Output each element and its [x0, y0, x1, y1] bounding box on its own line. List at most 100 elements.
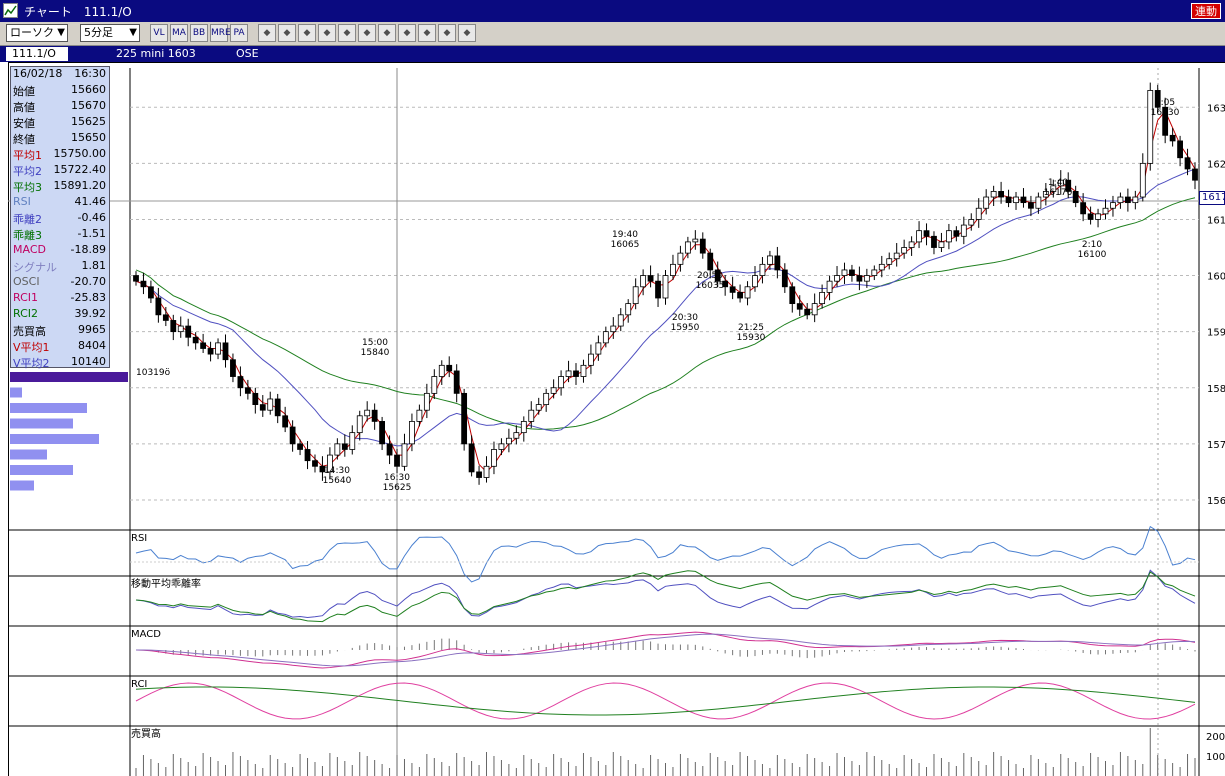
price-tick-label: 162 — [1207, 159, 1225, 170]
candle-body — [185, 325, 192, 338]
candle-body — [468, 443, 475, 473]
row-label: 乖離3 — [13, 229, 42, 242]
annotation-price: 16035 — [696, 281, 725, 291]
symbol-box[interactable]: 111.1/O — [6, 47, 68, 61]
candle-body — [1184, 157, 1191, 170]
row-label: V平均2 — [13, 357, 50, 370]
link-badge[interactable]: 連動 — [1191, 3, 1221, 19]
candle-body — [595, 342, 602, 355]
candle-body — [886, 258, 893, 265]
candle-body — [953, 230, 960, 237]
row-label: OSCI — [13, 275, 40, 288]
chart-type-select[interactable]: ローソク ▼ — [6, 24, 68, 42]
row-value: -20.70 — [70, 275, 106, 288]
data-panel-row: 乖離2 -0.46 — [11, 211, 109, 227]
row-label: RCI2 — [13, 307, 39, 320]
window-title: チャート 111.1/O — [24, 5, 132, 19]
candle-body — [237, 376, 244, 389]
fib-icon[interactable]: ◆ — [458, 24, 476, 42]
macd-line — [135, 631, 1196, 669]
candle-body — [752, 275, 758, 288]
row-value: -18.89 — [70, 243, 106, 256]
data-panel-row: 始値 15660 — [11, 83, 109, 99]
interval-select[interactable]: 5分足 ▼ — [80, 24, 140, 42]
eraser-icon[interactable]: ◆ — [418, 24, 436, 42]
candle-body — [804, 308, 811, 316]
candle-body — [222, 342, 229, 361]
candle-body — [849, 269, 855, 276]
grid-icon[interactable]: ◆ — [358, 24, 376, 42]
bb-icon[interactable]: BB — [190, 24, 208, 42]
toolbar: ローソク ▼ 5分足 ▼ VL MA BB MRE PA ◆ ◆ ◆ ◆ ◆ ◆ ◆ ◆ ◆ ◆ ◆ — [0, 22, 1225, 46]
row-value: 15660 — [71, 83, 106, 96]
row-label: 始値 — [13, 85, 35, 98]
chart-area[interactable] — [8, 62, 1225, 776]
tools-icon[interactable]: ◆ — [298, 24, 316, 42]
candle-body — [1139, 162, 1146, 198]
candle-body — [573, 370, 579, 377]
row-label: 高値 — [13, 101, 35, 114]
candle-body — [901, 247, 908, 254]
data-panel-row: V平均2 10140 — [11, 355, 109, 371]
candle-body — [580, 364, 587, 377]
data-panel: 16/02/18 16:30 始値 15660 高値 15670 安値 15625 終値 15… — [10, 66, 110, 371]
candle-body — [394, 454, 400, 467]
candle-body — [312, 460, 318, 467]
candle-body — [834, 275, 840, 282]
candle-body — [535, 404, 542, 411]
rci2-line — [135, 686, 1196, 716]
panel-time: 16:30 — [74, 67, 106, 80]
candle-body — [968, 219, 975, 226]
candle-body — [349, 432, 356, 450]
volume-tick-label: 100 — [1206, 752, 1225, 763]
candle-icon[interactable]: ◆ — [258, 24, 276, 42]
candle-body — [1013, 196, 1019, 204]
candle-body — [140, 280, 147, 288]
rsi-line — [135, 525, 1196, 583]
volume-profile-label: 10319ö — [136, 368, 171, 378]
mre-icon[interactable]: MRE — [210, 24, 231, 42]
candle-body — [1042, 191, 1049, 198]
candle-body — [438, 364, 445, 377]
data-panel-row: OSCI -20.70 — [11, 275, 109, 291]
data-panel-row: RCI1 -25.83 — [11, 291, 109, 307]
candle-body — [811, 303, 818, 316]
candle-body — [1162, 106, 1169, 136]
candle-body — [960, 224, 967, 237]
candle-body — [692, 238, 699, 243]
candle-body — [856, 275, 863, 282]
volume-profile-bar — [10, 465, 73, 475]
volume-profile-bar — [10, 434, 99, 444]
price-tick-label: 160 — [1207, 272, 1225, 283]
compare-icon[interactable]: ◆ — [278, 24, 296, 42]
data-panel-row: 売買高 9965 — [11, 323, 109, 339]
candle-body — [513, 432, 520, 439]
panel-title-rci: RCI — [131, 679, 147, 690]
settings-icon[interactable]: ◆ — [438, 24, 456, 42]
interval-value: 5分足 — [84, 26, 113, 39]
pen-icon[interactable]: ◆ — [378, 24, 396, 42]
candle-body — [1035, 196, 1042, 209]
annotation-time: 20:50 — [697, 271, 723, 281]
price-tick-label: 159 — [1207, 328, 1225, 339]
ma-icon[interactable]: MA — [170, 24, 188, 42]
candle-body — [699, 238, 706, 254]
candle-body — [558, 376, 564, 389]
annotation-time: 1:40 — [1048, 178, 1068, 188]
candle-body — [945, 230, 952, 243]
candle-body — [453, 370, 460, 394]
candle-body — [423, 392, 430, 411]
zoom-icon[interactable]: ◆ — [318, 24, 336, 42]
pa-icon[interactable]: PA — [230, 24, 248, 42]
cursor-icon[interactable]: ◆ — [398, 24, 416, 42]
vol-icon[interactable]: VL — [150, 24, 168, 42]
annotation-price: 16065 — [611, 240, 640, 250]
data-panel-row: 安値 15625 — [11, 115, 109, 131]
chevron-down-icon: ▼ — [129, 27, 137, 38]
candle-body — [200, 342, 207, 349]
scan-icon[interactable]: ◆ — [338, 24, 356, 42]
candle-body — [737, 291, 743, 299]
candle-body — [714, 269, 721, 282]
candle-body — [819, 291, 826, 305]
